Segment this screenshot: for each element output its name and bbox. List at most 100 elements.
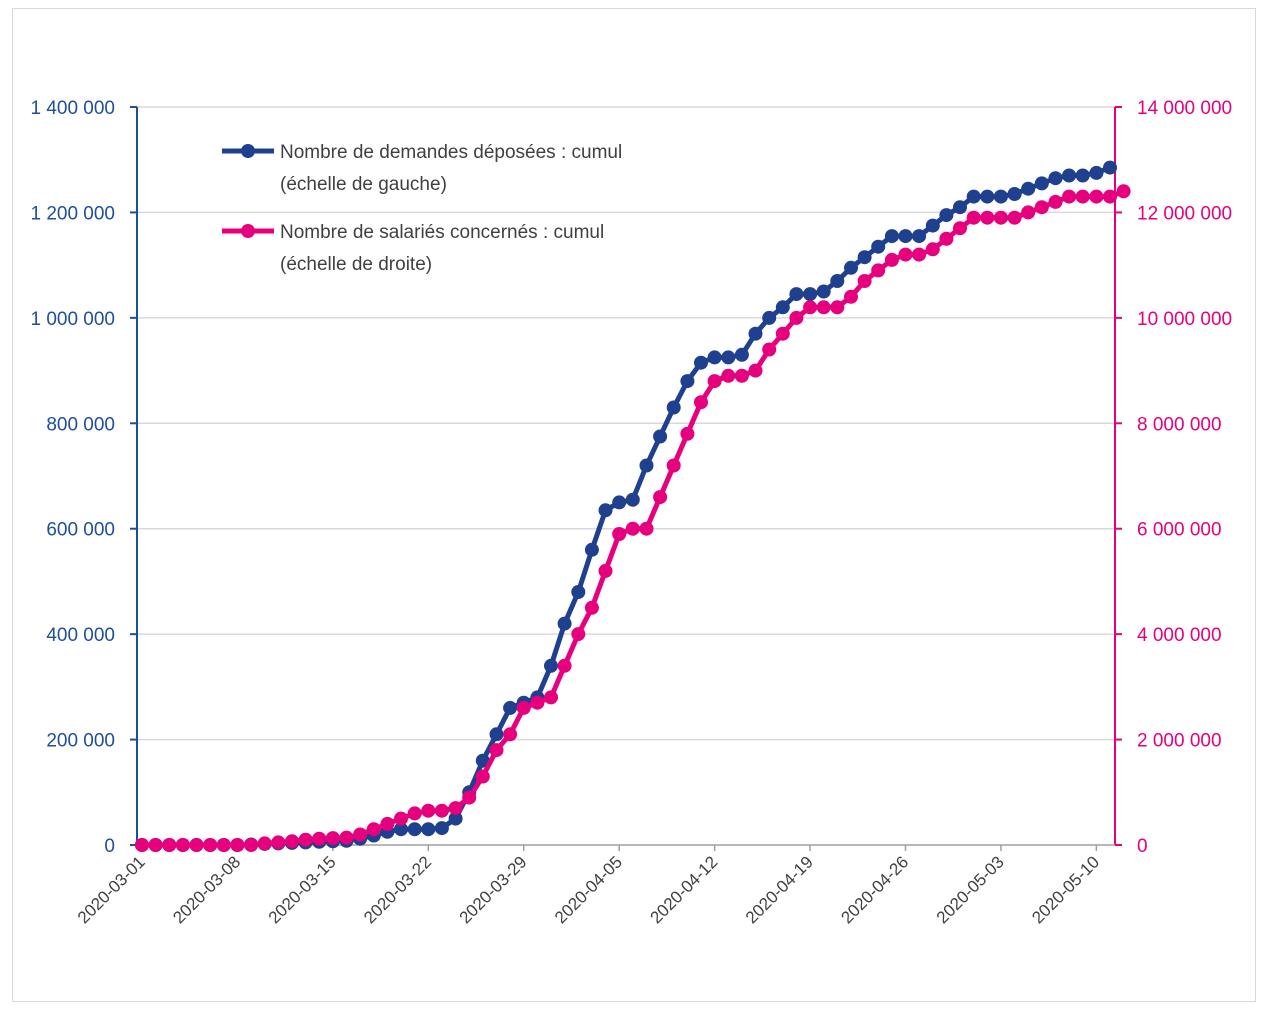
data-point [639,521,654,536]
data-point [1007,210,1022,225]
legend: Nombre de demandes déposées : cumul (éch… [222,142,622,275]
data-point [748,363,763,378]
data-point [830,300,845,315]
data-point [339,830,354,845]
legend-swatch-marker [241,144,255,158]
data-point [421,822,436,837]
data-point [475,753,490,768]
data-point [857,274,872,288]
data-point [1021,205,1036,220]
data-point [448,801,463,816]
data-point [135,838,149,852]
x-tick-label: 2020-04-26 [837,852,912,927]
data-point [216,838,231,852]
legend-label: Nombre de salariés concernés : cumul [280,222,604,243]
data-point [557,658,572,673]
data-point [707,374,722,389]
data-point [775,300,790,315]
data-point [489,743,504,758]
data-point [1062,189,1077,204]
y-left-tick-label: 1 000 000 [30,309,115,330]
data-point [516,700,531,715]
data-point [353,827,368,842]
x-tick-label: 2020-03-08 [169,852,244,927]
data-point [762,310,777,325]
y-left-tick-label: 400 000 [46,625,115,646]
data-point [953,200,967,215]
data-point [394,822,408,837]
series-demandes [135,160,1117,852]
data-point [257,836,272,851]
series-salaries [135,184,1131,852]
data-point [721,350,736,365]
y-right-tick-label: 2 000 000 [1137,731,1222,752]
data-point [1034,176,1049,191]
y-left-tick-label: 200 000 [46,731,115,752]
data-point [925,218,940,233]
data-point [489,727,504,742]
data-point [625,492,640,507]
legend-swatch-marker [241,224,255,238]
data-point [530,695,545,710]
data-point [1103,160,1117,175]
data-point [1075,168,1090,183]
data-point [612,495,627,510]
data-point [966,189,981,204]
data-point [244,838,259,852]
data-point [434,821,449,836]
data-point [830,274,845,288]
data-point [380,816,395,831]
data-point [175,838,190,852]
data-point [666,458,681,473]
legend-item-salaries: Nombre de salariés concernés : cumul (éc… [222,222,604,275]
y-left-tick-label: 1 200 000 [30,203,115,224]
data-point [1089,165,1104,180]
data-point [980,189,995,204]
data-point [653,490,668,505]
x-tick-label: 2020-04-12 [647,852,722,927]
data-point [1048,171,1063,186]
data-point [325,831,340,846]
data-point [789,287,804,302]
data-point [189,838,204,852]
data-point [939,208,954,223]
data-point [844,289,858,304]
data-point [803,287,818,302]
data-point [925,242,940,257]
gridlines [137,106,1115,741]
data-point [871,263,886,278]
data-point [707,350,722,365]
tick-labels: 0 200 000 400 000 600 000 800 000 1 000 000 1 … [30,98,1232,927]
y-left-tick-label: 1 400 000 [30,98,115,119]
data-point [939,231,954,246]
data-point [734,347,749,362]
data-point [1048,194,1063,209]
legend-sublabel: (échelle de droite) [280,254,432,275]
data-point [844,260,858,275]
data-point [1103,189,1117,204]
data-point [148,838,163,852]
data-point [898,247,913,262]
data-point [503,700,518,715]
x-tick-label: 2020-03-22 [360,852,435,927]
data-point [407,822,422,837]
axes [130,106,1122,851]
data-point [912,229,927,244]
data-point [407,806,422,821]
x-tick-label: 2020-03-15 [265,852,340,927]
y-left-tick-label: 0 [104,836,115,857]
data-point [680,374,695,389]
x-tick-label: 2020-05-03 [933,852,1008,927]
data-point [953,221,967,236]
data-point [230,838,245,852]
data-point [898,229,913,244]
data-point [544,658,558,673]
data-point [285,834,299,849]
data-point [789,310,804,325]
legend-item-demandes: Nombre de demandes déposées : cumul (éch… [222,142,622,195]
data-point [666,400,681,415]
data-point [803,300,818,315]
data-point [421,803,436,818]
data-point [762,342,777,357]
